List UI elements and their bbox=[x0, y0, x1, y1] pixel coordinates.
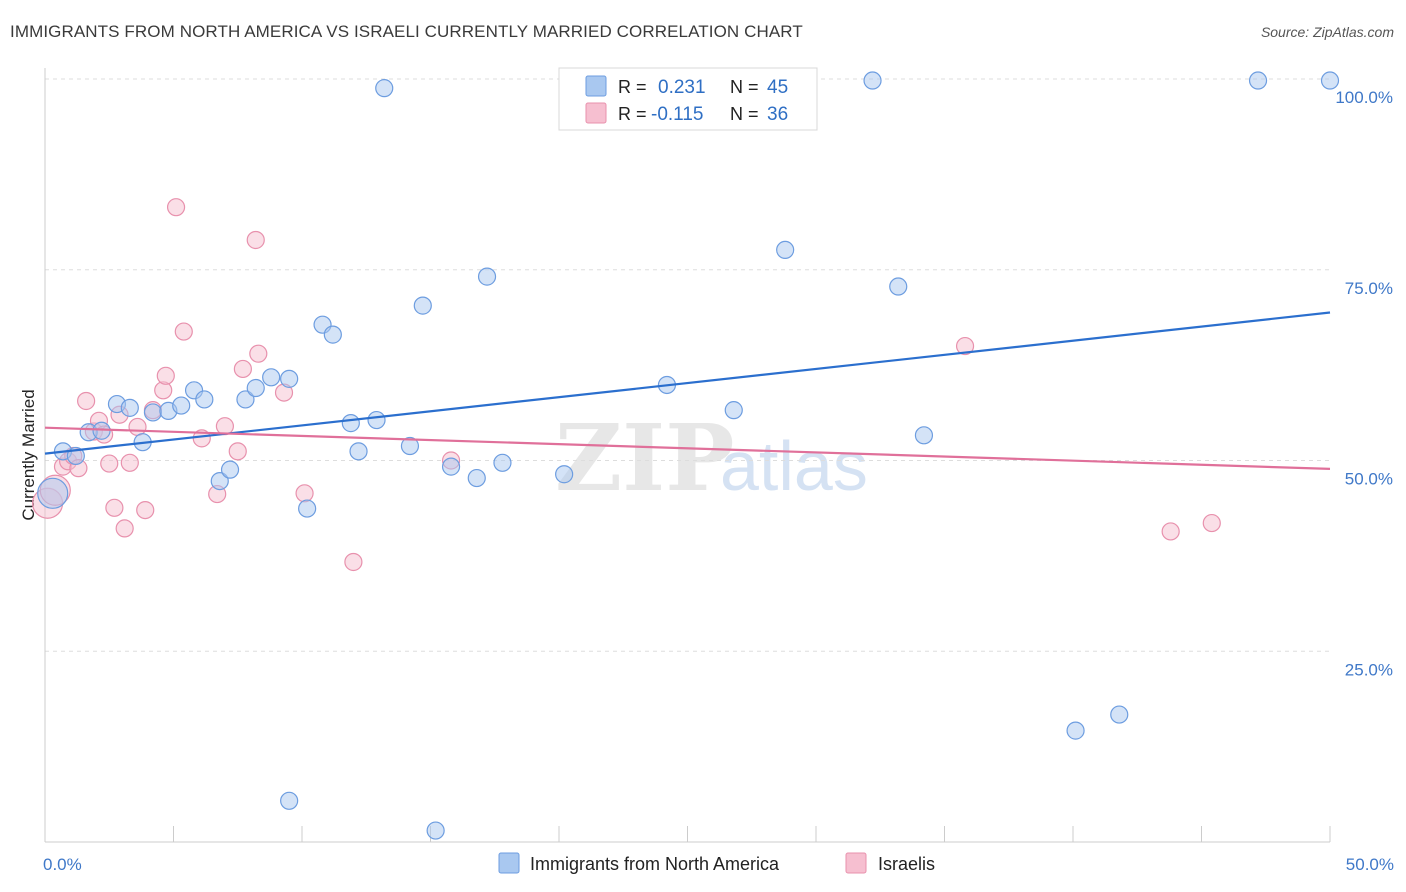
y-tick-label: 25.0% bbox=[1345, 660, 1393, 679]
data-point bbox=[863, 71, 882, 90]
legend-swatch-pink bbox=[585, 102, 607, 124]
x-tick-label: 0.0% bbox=[43, 855, 82, 874]
data-point bbox=[120, 453, 139, 472]
bottom-legend: Immigrants from North America Israelis bbox=[498, 852, 935, 874]
data-point bbox=[1320, 71, 1340, 90]
x-tick-label: 50.0% bbox=[1346, 855, 1394, 874]
data-point bbox=[280, 369, 299, 388]
data-point bbox=[220, 460, 240, 479]
data-point bbox=[37, 477, 69, 509]
data-point bbox=[143, 403, 163, 422]
data-point bbox=[413, 296, 432, 315]
data-point bbox=[477, 267, 497, 286]
data-point bbox=[344, 552, 363, 572]
y-tick-label: 50.0% bbox=[1345, 470, 1393, 489]
data-point bbox=[555, 465, 574, 484]
bottom-legend-swatch-blue bbox=[498, 852, 520, 874]
data-point bbox=[955, 336, 975, 356]
trend-lines bbox=[44, 311, 1331, 470]
data-point bbox=[166, 198, 186, 217]
legend-n-value-2: 36 bbox=[767, 104, 788, 125]
data-point bbox=[77, 391, 96, 411]
data-point bbox=[349, 442, 368, 461]
axes bbox=[44, 68, 1331, 843]
data-point bbox=[1066, 721, 1085, 740]
legend-r-value-2: -0.115 bbox=[651, 104, 703, 125]
bottom-legend-label-blue: Immigrants from North America bbox=[530, 854, 780, 874]
watermark-atlas: atlas bbox=[720, 427, 868, 505]
chart-title: IMMIGRANTS FROM NORTH AMERICA VS ISRAELI… bbox=[10, 22, 803, 41]
data-point bbox=[233, 359, 252, 379]
data-point bbox=[262, 368, 281, 387]
data-point bbox=[467, 468, 486, 488]
data-point bbox=[128, 417, 147, 437]
data-point bbox=[246, 230, 265, 250]
x-tick-labels: 0.0% 50.0% bbox=[43, 855, 1394, 874]
data-point bbox=[174, 322, 193, 341]
data-point bbox=[1248, 71, 1268, 90]
data-point bbox=[889, 277, 908, 296]
data-point bbox=[249, 344, 268, 363]
data-point bbox=[210, 472, 229, 491]
data-point bbox=[120, 398, 139, 417]
data-point bbox=[341, 414, 360, 433]
data-point bbox=[1161, 522, 1180, 541]
data-point bbox=[375, 79, 394, 98]
trend-line-israelis bbox=[44, 426, 1331, 470]
data-point bbox=[367, 410, 386, 430]
bottom-legend-swatch-pink bbox=[845, 852, 867, 874]
immigrants-points bbox=[37, 71, 1340, 840]
y-tick-labels: 25.0% 50.0% 75.0% 100.0% bbox=[1335, 88, 1393, 679]
legend-n-label-1: N = bbox=[730, 77, 759, 97]
data-point bbox=[724, 401, 743, 420]
data-point bbox=[100, 454, 119, 473]
data-point bbox=[195, 390, 214, 409]
data-point bbox=[136, 500, 155, 520]
data-point bbox=[115, 519, 134, 538]
data-point bbox=[1110, 705, 1129, 724]
legend: R = 0.231 N = 45 R = -0.115 N = 36 bbox=[558, 67, 818, 131]
legend-swatch-blue bbox=[585, 75, 607, 97]
data-point bbox=[105, 498, 124, 517]
data-point bbox=[156, 366, 175, 385]
legend-r-label-1: R = bbox=[618, 77, 647, 97]
chart-source: Source: ZipAtlas.com bbox=[1260, 24, 1394, 40]
data-point bbox=[280, 791, 299, 810]
data-point bbox=[246, 378, 265, 398]
data-point bbox=[228, 442, 247, 461]
watermark-zip: ZIP bbox=[555, 404, 734, 512]
israelis-points bbox=[31, 198, 1221, 572]
data-point bbox=[441, 457, 461, 476]
bottom-legend-label-pink: Israelis bbox=[878, 854, 935, 874]
legend-n-value-1: 45 bbox=[767, 77, 788, 98]
y-tick-label: 75.0% bbox=[1345, 279, 1393, 298]
data-point bbox=[236, 390, 255, 409]
data-point bbox=[426, 821, 445, 840]
data-point bbox=[1202, 513, 1221, 533]
y-tick-label: 100.0% bbox=[1335, 88, 1393, 107]
y-axis-title: Currently Married bbox=[19, 389, 38, 520]
legend-r-value-1: 0.231 bbox=[658, 77, 706, 98]
data-point bbox=[493, 453, 512, 472]
data-point bbox=[172, 396, 191, 415]
data-point bbox=[323, 325, 342, 344]
data-point bbox=[298, 499, 317, 518]
data-point bbox=[295, 484, 314, 503]
trend-line-immigrants bbox=[44, 311, 1331, 455]
legend-n-label-2: N = bbox=[730, 104, 759, 124]
data-point bbox=[914, 426, 934, 445]
data-point bbox=[776, 240, 795, 260]
legend-r-label-2: R = bbox=[618, 104, 647, 124]
watermark: ZIP atlas bbox=[555, 404, 868, 512]
data-point bbox=[400, 436, 420, 456]
